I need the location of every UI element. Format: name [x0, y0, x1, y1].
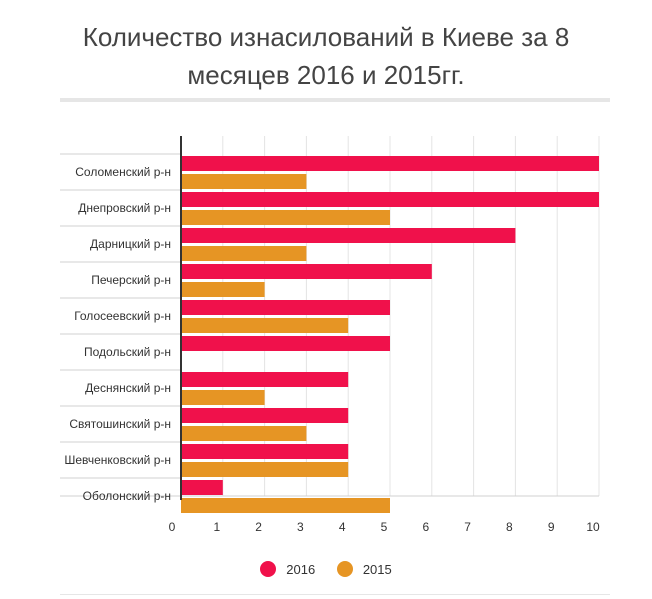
category-label: Шевченковский р-н	[64, 453, 171, 467]
x-tick-label: 1	[213, 520, 220, 534]
x-tick-label: 3	[297, 520, 304, 534]
bar-2015-5	[181, 318, 349, 333]
bar-2016-5	[181, 300, 390, 315]
category-label: Деснянский р-н	[85, 381, 171, 395]
category-label: Оболонский р-н	[83, 489, 171, 503]
category-label: Днепровский р-н	[78, 201, 171, 215]
chart-title-line-2: месяцев 2016 и 2015гг.	[187, 60, 465, 90]
category-label: Соломенский р-н	[75, 165, 171, 179]
x-tick-label: 7	[464, 520, 471, 534]
bar-2016-2	[181, 192, 599, 207]
legend-swatch-2015	[336, 561, 353, 577]
bar-2015-4	[181, 282, 265, 297]
bar-2016-4	[181, 264, 432, 279]
bar-2016-1	[181, 156, 599, 171]
bar-2015-8	[181, 426, 307, 441]
bar-2015-2	[181, 210, 390, 225]
bar-2015-3	[181, 246, 307, 261]
bar-2015-9	[181, 462, 349, 477]
legend-item-2016: 2016	[260, 561, 315, 577]
bar-2016-10	[181, 480, 223, 495]
legend-label-2015: 2015	[362, 561, 392, 577]
chart-title-line-1: Количество изнасилований в Киеве за 8	[82, 22, 570, 52]
category-label: Святошинский р-н	[69, 417, 171, 431]
bottom-divider	[60, 594, 610, 595]
x-tick-label: 0	[169, 520, 176, 534]
bar-2015-10	[181, 498, 390, 513]
x-tick-label: 5	[381, 520, 388, 534]
bar-2016-8	[181, 408, 349, 423]
bar-2016-7	[181, 372, 349, 387]
bar-2016-6	[181, 336, 390, 351]
bar-2015-1	[181, 174, 307, 189]
category-label: Голосеевский р-н	[74, 309, 171, 323]
legend: 2016 2015	[0, 561, 652, 580]
x-tick-label: 4	[339, 520, 346, 534]
bar-2016-3	[181, 228, 516, 243]
category-label: Печерский р-н	[91, 273, 171, 287]
bar-2016-9	[181, 444, 349, 459]
legend-swatch-2016	[260, 561, 277, 577]
category-label: Подольский р-н	[84, 345, 171, 359]
title-divider	[60, 98, 610, 102]
legend-label-2016: 2016	[286, 561, 316, 577]
x-tick-label: 2	[255, 520, 262, 534]
x-tick-label: 8	[506, 520, 513, 534]
category-label: Дарницкий р-н	[90, 237, 171, 251]
x-tick-label: 9	[548, 520, 555, 534]
x-tick-label: 6	[422, 520, 429, 534]
x-tick-label: 10	[586, 520, 600, 534]
legend-item-2015: 2015	[336, 561, 392, 577]
chart-title: Количество изнасилований в Киеве за 8 ме…	[0, 18, 652, 94]
bar-2015-7	[181, 390, 265, 405]
